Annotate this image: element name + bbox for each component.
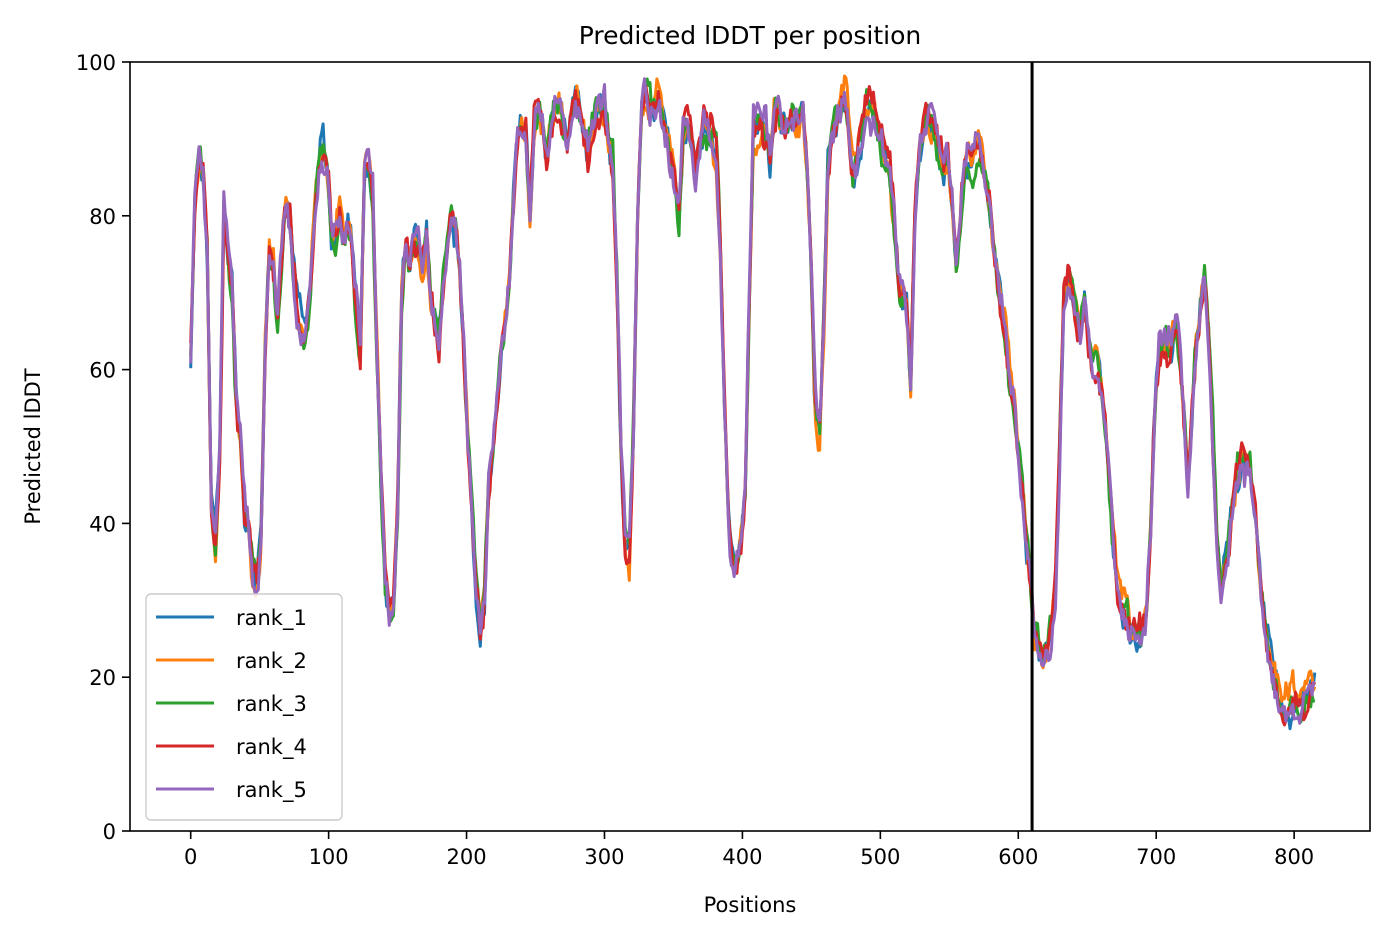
x-tick-label: 300 xyxy=(584,845,624,869)
y-tick-label: 0 xyxy=(103,820,116,844)
x-tick-label: 800 xyxy=(1274,845,1314,869)
plot-frame xyxy=(129,61,1371,832)
legend-label-rank_5: rank_5 xyxy=(236,778,307,803)
chart-title: Predicted lDDT per position xyxy=(579,21,921,50)
y-tick-label: 60 xyxy=(89,359,116,383)
x-tick-label: 0 xyxy=(184,845,197,869)
legend-box xyxy=(145,593,343,821)
legend: rank_1 rank_2 rank_3 rank_4 rank_5 xyxy=(145,593,343,821)
x-tick-label: 600 xyxy=(998,845,1038,869)
legend-label-rank_1: rank_1 xyxy=(236,606,307,631)
y-tick-label: 80 xyxy=(89,205,116,229)
legend-label-rank_2: rank_2 xyxy=(236,649,307,674)
legend-label-rank_4: rank_4 xyxy=(236,735,307,760)
series-line-rank_5 xyxy=(189,77,1316,725)
x-tick-label: 500 xyxy=(860,845,900,869)
series-lines xyxy=(189,74,1317,731)
y-axis-ticks: 0 20 40 60 80 100 xyxy=(76,51,130,844)
legend-label-rank_3: rank_3 xyxy=(236,692,307,717)
x-tick-label: 100 xyxy=(309,845,349,869)
x-tick-label: 400 xyxy=(722,845,762,869)
y-tick-label: 40 xyxy=(89,512,116,536)
x-axis-label: Positions xyxy=(704,893,797,917)
y-tick-label: 20 xyxy=(89,666,116,690)
y-tick-label: 100 xyxy=(76,51,116,75)
x-axis-ticks: 0 100 200 300 400 500 600 700 800 xyxy=(184,831,1314,869)
x-tick-label: 200 xyxy=(447,845,487,869)
x-tick-label: 700 xyxy=(1136,845,1176,869)
y-axis-label: Predicted lDDT xyxy=(21,368,45,524)
